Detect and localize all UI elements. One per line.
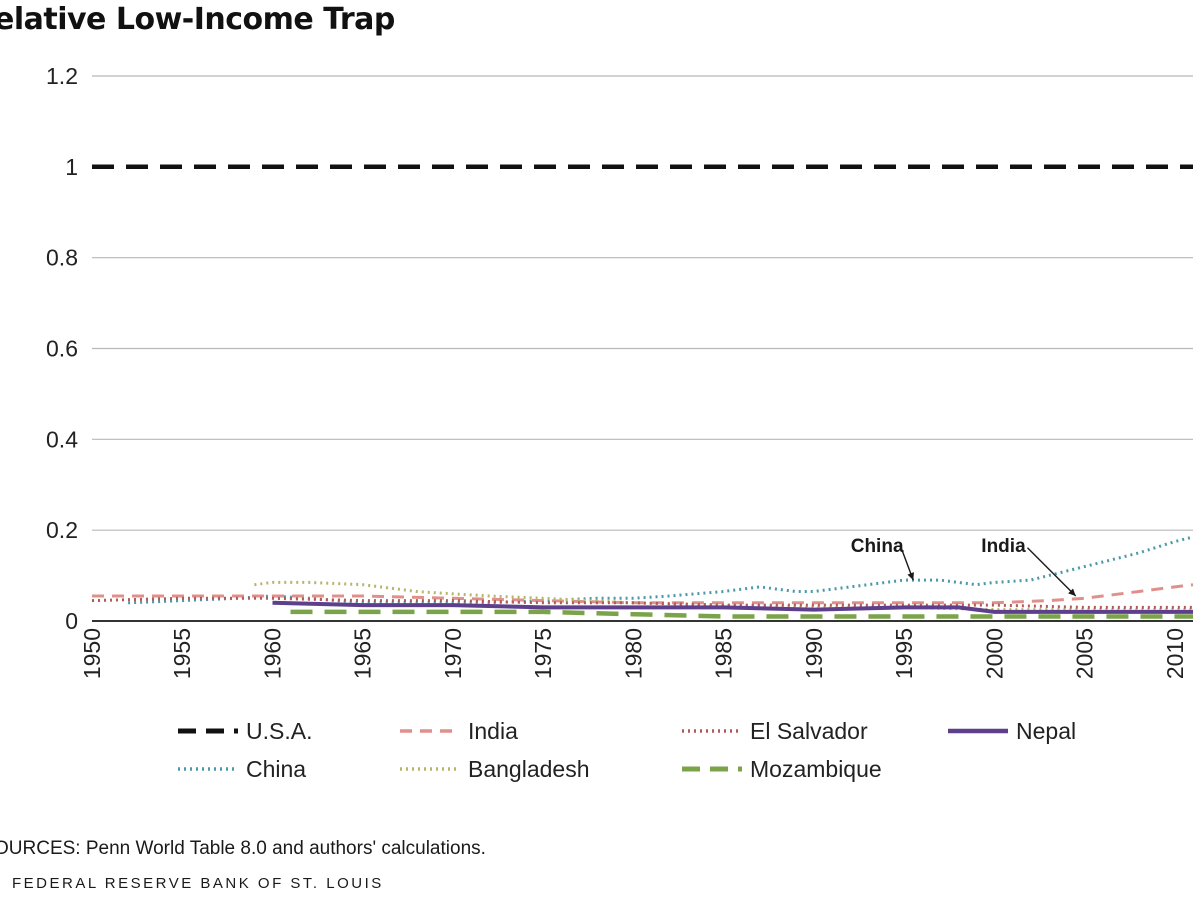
- legend-label: Nepal: [1016, 718, 1076, 744]
- x-tick-label: 1975: [530, 628, 556, 679]
- x-tick-label: 2010: [1162, 628, 1188, 679]
- y-tick-label: 0: [65, 608, 78, 634]
- series-line-nepal: [272, 600, 1193, 614]
- y-tick-label: 1.2: [46, 63, 78, 89]
- y-tick-label: 0.4: [46, 426, 78, 452]
- legend: U.S.A. India El Salvador Nepal China Banglade…: [178, 718, 1076, 782]
- x-tick-label: 2005: [1072, 628, 1098, 679]
- legend-item-china: China: [178, 756, 306, 782]
- legend-item-nepal: Nepal: [948, 718, 1076, 744]
- x-tick-label: 1985: [711, 628, 737, 679]
- x-tick-label: 2000: [981, 628, 1007, 679]
- legend-label: Bangladesh: [468, 756, 590, 782]
- legend-label: Mozambique: [750, 756, 882, 782]
- sources-note: OURCES: Penn World Table 8.0 and authors…: [0, 838, 486, 859]
- y-tick-label: 0.2: [46, 517, 78, 543]
- series-line-china: [128, 535, 1194, 605]
- x-tick-label: 1960: [259, 628, 285, 679]
- legend-item-el-salvador: El Salvador: [682, 718, 868, 744]
- series-lines: [91, 164, 1194, 619]
- annotation-arrowhead: [1068, 588, 1076, 597]
- legend-item-india: India: [400, 718, 518, 744]
- x-tick-label: 1950: [79, 628, 105, 679]
- annotation-arrowhead: [907, 572, 914, 581]
- chart-title: elative Low-Income Trap: [0, 2, 395, 37]
- legend-label: India: [468, 718, 518, 744]
- legend-label: El Salvador: [750, 718, 868, 744]
- gridlines: [92, 75, 1193, 531]
- legend-item-u-s-a: U.S.A.: [178, 718, 312, 744]
- y-tick-label: 0.6: [46, 336, 78, 362]
- x-tick-label: 1990: [801, 628, 827, 679]
- publisher-credit: FEDERAL RESERVE BANK OF ST. LOUIS: [12, 875, 384, 892]
- legend-item-mozambique: Mozambique: [682, 756, 882, 782]
- series-line-india: [92, 583, 1194, 605]
- x-tick-label: 1965: [350, 628, 376, 679]
- annotation-china: China: [851, 536, 904, 557]
- series-line-mozambique: [290, 609, 1193, 619]
- legend-label: U.S.A.: [246, 718, 312, 744]
- annotations: China India: [851, 536, 1077, 597]
- x-tick-label: 1995: [891, 628, 917, 679]
- annotation-arrow: [1026, 547, 1077, 597]
- y-tick-label: 0.8: [46, 245, 78, 271]
- x-tick-label: 1980: [620, 628, 646, 679]
- annotation-india: India: [981, 536, 1026, 557]
- legend-item-bangladesh: Bangladesh: [400, 756, 590, 782]
- x-tick-label: 1970: [440, 628, 466, 679]
- x-tick-label: 1955: [169, 628, 195, 679]
- axes: 0 0.2 0.4 0.6 0.8 1 1.2 1950 1955 1960 1965 1970 197…: [46, 63, 1193, 679]
- legend-label: China: [246, 756, 306, 782]
- y-tick-label: 1: [65, 154, 78, 180]
- series-line-bangladesh: [254, 580, 1193, 612]
